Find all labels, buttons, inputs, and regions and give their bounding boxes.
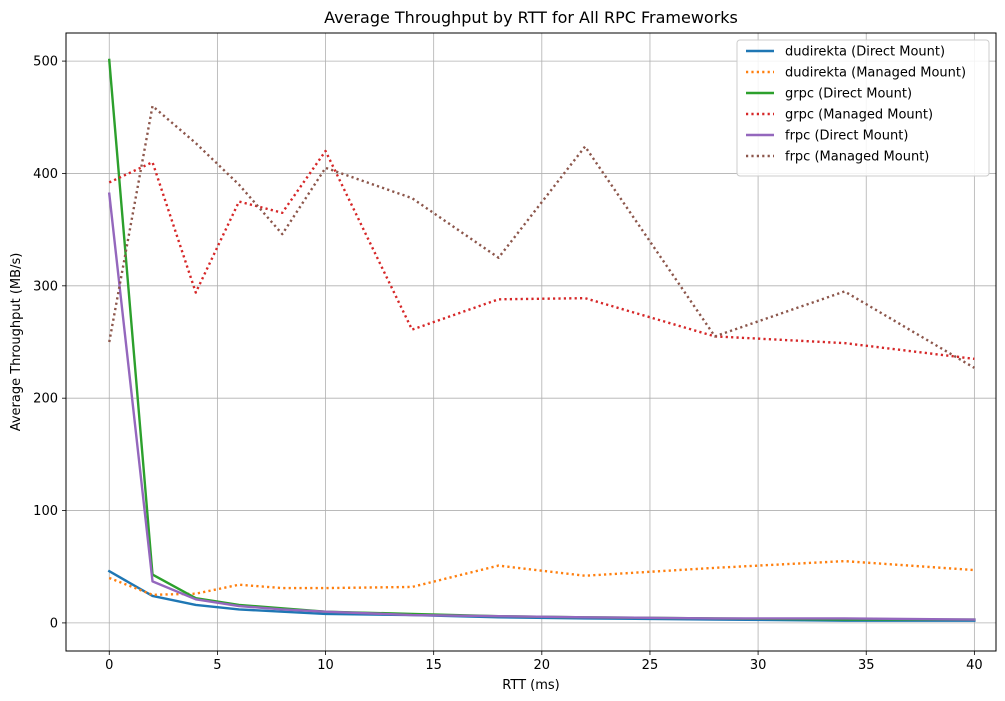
legend-entry-label: frpc (Direct Mount) (785, 129, 908, 144)
series-line-grpc-managed-mount (108, 149, 975, 361)
y-tick-label: 100 (33, 504, 58, 519)
x-tick-label: 30 (750, 658, 767, 673)
legend-box (736, 39, 990, 177)
y-axis-ticks: 0 100 200 300 400 500 (33, 55, 66, 631)
plot-area-frame (65, 32, 997, 652)
y-tick-label: 400 (33, 167, 58, 182)
y-tick-label: 300 (33, 279, 58, 294)
series-line-frpc-managed-mount (108, 104, 975, 369)
x-axis-ticks: 0 5 10 15 20 25 30 35 40 (105, 651, 983, 673)
legend-entry-label: frpc (Managed Mount) (785, 150, 929, 165)
legend-entry-label: dudirekta (Managed Mount) (785, 66, 966, 81)
x-axis-label: RTT (ms) (502, 678, 559, 693)
x-tick-label: 20 (534, 658, 551, 673)
y-axis-label: Average Throughput (MB/s) (9, 253, 24, 432)
series-lines (107, 58, 976, 622)
x-tick-label: 25 (642, 658, 659, 673)
series-line-frpc-direct-mount (107, 192, 976, 621)
y-tick-label: 0 (50, 616, 58, 631)
legend-entry-label: dudirekta (Direct Mount) (785, 45, 945, 60)
x-tick-label: 35 (858, 658, 875, 673)
y-tick-label: 200 (33, 392, 58, 407)
legend-entry-label: grpc (Managed Mount) (785, 108, 933, 123)
x-tick-label: 5 (213, 658, 221, 673)
chart-title: Average Throughput by RTT for All RPC Fr… (324, 8, 738, 27)
x-tick-label: 0 (105, 658, 113, 673)
x-tick-label: 40 (966, 658, 983, 673)
legend-entry-label: grpc (Direct Mount) (785, 87, 912, 102)
x-tick-label: 15 (425, 658, 442, 673)
x-tick-label: 10 (317, 658, 334, 673)
legend: dudirekta (Direct Mount) dudirekta (Manag… (736, 39, 990, 177)
y-tick-label: 500 (33, 55, 58, 70)
